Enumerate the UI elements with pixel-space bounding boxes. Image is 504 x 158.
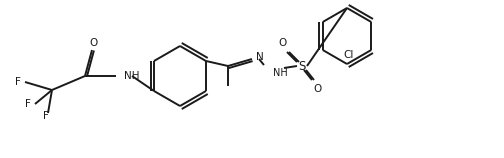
Text: O: O xyxy=(90,38,98,48)
Text: F: F xyxy=(43,111,49,121)
Text: O: O xyxy=(279,38,287,48)
Text: N: N xyxy=(256,52,264,62)
Text: F: F xyxy=(25,99,31,109)
Text: F: F xyxy=(15,77,21,87)
Text: NH: NH xyxy=(124,71,140,81)
Text: Cl: Cl xyxy=(344,50,354,60)
Text: O: O xyxy=(314,84,322,94)
Text: NH: NH xyxy=(273,68,288,78)
Text: S: S xyxy=(298,60,305,73)
